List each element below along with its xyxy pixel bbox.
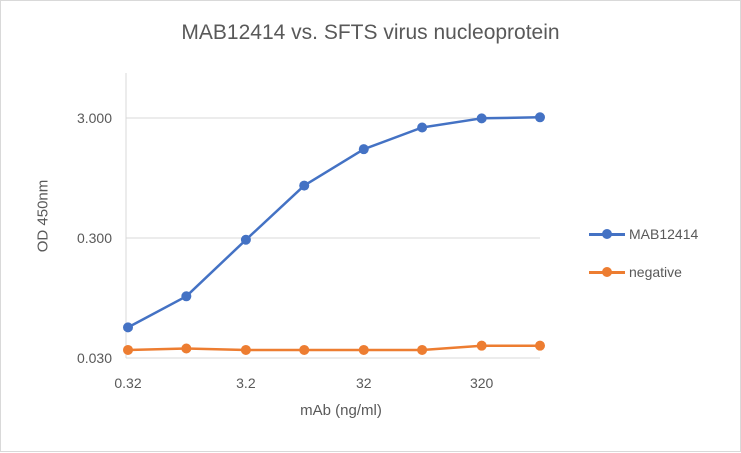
y-tick-label: 3.000: [77, 110, 112, 126]
data-point-negative: [240, 344, 251, 355]
x-tick-label: 3.2: [236, 375, 256, 391]
x-tick-label: 0.32: [114, 375, 141, 391]
data-point-mab12414: [417, 122, 428, 133]
data-point-mab12414: [299, 180, 310, 191]
legend: MAB12414 negative: [589, 223, 698, 299]
legend-item-negative: negative: [589, 261, 698, 283]
legend-swatch-mab12414: [589, 227, 625, 241]
legend-label-negative: negative: [629, 264, 682, 280]
y-tick-label: 0.030: [77, 350, 112, 366]
data-point-negative: [417, 344, 428, 355]
data-point-mab12414: [535, 112, 545, 123]
x-tick-label: 320: [470, 375, 494, 391]
data-point-negative: [299, 344, 310, 355]
x-axis-label: mAb (ng/ml): [300, 402, 382, 419]
legend-item-mab12414: MAB12414: [589, 223, 698, 245]
data-point-negative: [358, 344, 369, 355]
x-tick-label: 32: [356, 375, 372, 391]
data-point-negative: [181, 343, 192, 354]
series-line-negative: [127, 344, 540, 352]
data-point-negative: [123, 344, 133, 355]
y-tick-label: 0.300: [77, 230, 112, 246]
legend-swatch-negative: [589, 265, 625, 279]
series-line-mab12414: [127, 116, 541, 329]
data-point-negative: [476, 340, 487, 351]
data-point-mab12414: [181, 291, 192, 302]
data-point-mab12414: [240, 234, 251, 245]
legend-label-mab12414: MAB12414: [629, 226, 699, 242]
data-point-mab12414: [476, 113, 487, 124]
data-point-mab12414: [123, 322, 133, 333]
chart-title: MAB12414 vs. SFTS virus nucleoprotein: [181, 21, 560, 44]
data-point-negative: [535, 340, 545, 351]
data-point-mab12414: [358, 144, 369, 155]
